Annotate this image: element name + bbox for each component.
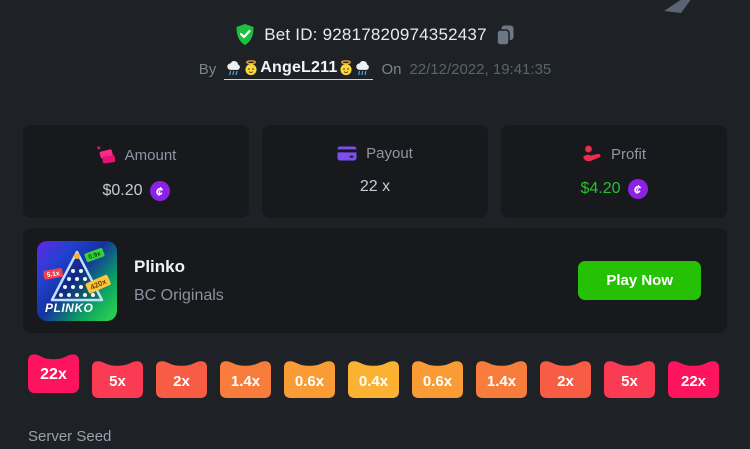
payout-value: 22 x bbox=[359, 178, 391, 195]
play-now-button[interactable]: Play Now bbox=[578, 261, 701, 300]
multiplier-chip-result: 22x bbox=[28, 351, 79, 393]
multiplier-tag-green: 0.9x bbox=[84, 247, 105, 262]
coin-symbol: ¢ bbox=[155, 183, 164, 199]
multiplier-chip: 0.4x bbox=[348, 358, 399, 398]
bet-timestamp: 22/12/2022, 19:41:35 bbox=[409, 60, 552, 78]
profit-value: $4.20 bbox=[580, 180, 621, 197]
multiplier-chip: 5x bbox=[92, 358, 143, 398]
multiplier-chip: 1.4x bbox=[476, 358, 527, 398]
game-info: Plinko BC Originals bbox=[134, 257, 224, 305]
bet-author-row: By AngeL211 On 22/12 bbox=[0, 58, 750, 80]
rain-cloud-icon bbox=[356, 60, 370, 75]
svg-text:0.9x: 0.9x bbox=[88, 250, 103, 261]
multiplier-chip: 0.6x bbox=[412, 358, 463, 398]
profit-label: Profit bbox=[610, 145, 646, 163]
payout-card: Payout 22 x bbox=[262, 125, 488, 218]
amount-card: Amount $0.20 ¢ bbox=[23, 125, 249, 218]
plinko-logo-text: PLINKO bbox=[45, 301, 94, 315]
multiplier-chip: 22x bbox=[668, 358, 719, 398]
bet-id-label: Bet ID: bbox=[264, 25, 318, 44]
share-arrow-icon[interactable] bbox=[660, 0, 704, 15]
by-label: By bbox=[198, 60, 217, 78]
bet-id-value: 92817820974352437 bbox=[322, 25, 487, 44]
coin-icon: ¢ bbox=[627, 179, 648, 199]
rain-cloud-icon bbox=[227, 60, 241, 75]
bet-stats-row: Amount $0.20 ¢ Payout 22 x Profit bbox=[23, 125, 727, 218]
username-link[interactable]: AngeL211 bbox=[224, 58, 374, 80]
amount-label: Amount bbox=[124, 146, 177, 164]
plinko-multiplier-bar: 22x 5x 2x 1.4x 0.6x 0.4x 0.6x 1.4x 2x 5x… bbox=[28, 351, 719, 401]
coin-icon: ¢ bbox=[149, 181, 170, 201]
game-title: Plinko bbox=[134, 256, 186, 276]
cash-icon bbox=[96, 145, 115, 164]
multiplier-chip: 1.4x bbox=[220, 358, 271, 398]
copy-icon bbox=[495, 25, 514, 46]
plinko-ball bbox=[74, 252, 80, 259]
cashback-hand-icon bbox=[583, 145, 601, 162]
credit-card-icon bbox=[337, 146, 357, 161]
game-thumbnail[interactable]: 5.1x 0.9x 420x PLINKO bbox=[37, 240, 117, 321]
multiplier-tag-red: 5.1x bbox=[43, 267, 64, 280]
multiplier-chip: 2x bbox=[156, 358, 207, 398]
verified-shield-icon bbox=[236, 24, 254, 45]
multiplier-chip: 2x bbox=[540, 358, 591, 398]
coin-symbol: ¢ bbox=[633, 181, 642, 197]
payout-label: Payout bbox=[366, 145, 413, 162]
bet-id-row: Bet ID: 92817820974352437 bbox=[0, 22, 750, 48]
baby-angel-icon bbox=[245, 59, 257, 75]
username: AngeL211 bbox=[260, 58, 338, 76]
copy-bet-id-button[interactable] bbox=[495, 25, 515, 46]
on-label: On bbox=[381, 60, 402, 78]
amount-value: $0.20 bbox=[102, 182, 143, 199]
baby-angel-icon bbox=[340, 59, 352, 75]
game-provider[interactable]: BC Originals bbox=[134, 286, 224, 304]
game-card: 5.1x 0.9x 420x PLINKO Plinko BC Original… bbox=[23, 228, 727, 333]
server-seed-label: Server Seed bbox=[28, 428, 112, 445]
multiplier-chip: 5x bbox=[604, 358, 655, 398]
multiplier-chip: 0.6x bbox=[284, 358, 335, 398]
bet-id-text: Bet ID: 92817820974352437 bbox=[264, 25, 487, 45]
svg-text:5.1x: 5.1x bbox=[46, 269, 60, 278]
profit-card: Profit $4.20 ¢ bbox=[501, 125, 727, 218]
